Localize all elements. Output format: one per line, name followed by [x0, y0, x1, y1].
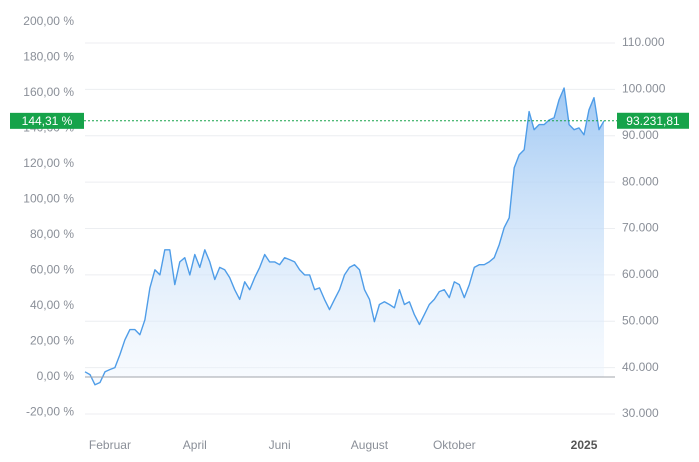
y2-tick-label: 90.000: [622, 128, 659, 142]
marker-right-box: [617, 112, 689, 129]
marker-left-box: [10, 112, 84, 129]
y-tick-label: 200,00 %: [23, 14, 74, 28]
x-tick-label: Oktober: [433, 438, 476, 452]
area: [85, 88, 604, 385]
y2-tick-label: 110.000: [622, 35, 665, 49]
marker-left-label: 144,31 %: [22, 114, 73, 128]
y-tick-label: 120,00 %: [23, 156, 74, 170]
x-tick-label: 2025: [571, 438, 598, 452]
x-tick-label: August: [351, 438, 389, 452]
y2-tick-label: 30.000: [622, 406, 659, 420]
y-tick-label: 60,00 %: [30, 263, 74, 277]
y-tick-label: 0,00 %: [37, 369, 75, 383]
y-tick-label: 100,00 %: [23, 192, 74, 206]
y2-tick-label: 70.000: [622, 221, 659, 235]
x-tick-label: Februar: [89, 438, 131, 452]
y-tick-label: 180,00 %: [23, 50, 74, 64]
x-tick-label: April: [183, 438, 207, 452]
marker-right-label: 93.231,81: [626, 114, 680, 128]
y2-tick-label: 80.000: [622, 174, 659, 188]
y-tick-label: 40,00 %: [30, 298, 74, 312]
y2-tick-label: 50.000: [622, 313, 659, 327]
x-tick-label: Juni: [269, 438, 291, 452]
y-tick-label: 20,00 %: [30, 334, 74, 348]
line: [84, 87, 605, 386]
y2-tick-label: 100.000: [622, 82, 666, 96]
y-tick-label: -20,00 %: [26, 405, 74, 419]
y-tick-label: 160,00 %: [23, 85, 74, 99]
y2-tick-label: 40.000: [622, 360, 659, 374]
y2-tick-label: 60.000: [622, 267, 659, 281]
y-tick-label: 80,00 %: [30, 227, 74, 241]
